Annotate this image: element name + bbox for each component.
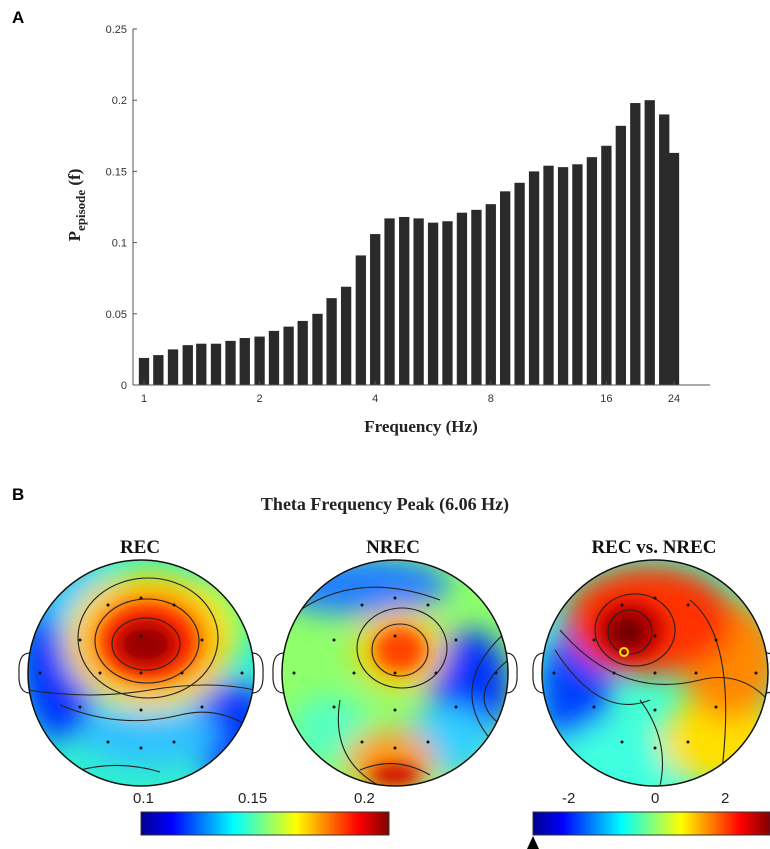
bar-19	[413, 218, 424, 385]
ticks-group: 00.050.10.150.20.251 2 4 8 16 24	[106, 24, 681, 405]
topomap-rec-vs-nrec	[532, 559, 770, 787]
bar-37	[668, 152, 680, 385]
axes-group	[132, 29, 710, 386]
bar-27	[528, 171, 540, 385]
panel-b-label: B	[12, 485, 25, 504]
y-axis-title: Pepisode (f)	[65, 169, 88, 242]
colorbar-tvalue-tick-2: 0	[651, 790, 660, 807]
x-tick-label-3: 8	[488, 393, 494, 405]
bar-28	[543, 165, 554, 385]
bar-8	[254, 336, 265, 385]
left-ear-rec	[18, 652, 31, 694]
topomap-nrec	[272, 559, 518, 787]
y-tick-label-4: 0.2	[112, 95, 127, 107]
map-title-rec: REC	[119, 537, 161, 558]
y-tick-label-5: 0.25	[106, 24, 127, 36]
colorbar-power-tick-1: 0.1	[133, 790, 154, 807]
bar-16	[370, 234, 381, 385]
bar-29	[557, 167, 569, 385]
head-outline-rec-vs-nrec	[541, 559, 769, 787]
bar-22	[456, 212, 468, 385]
bar-12	[312, 313, 323, 385]
x-tick-label-0: 1	[141, 393, 147, 405]
y-tick-label-3: 0.15	[106, 166, 127, 178]
x-tick-label-5: 24	[668, 393, 680, 405]
bar-6	[225, 340, 236, 385]
head-outline-rec	[27, 559, 255, 787]
bar-3	[182, 345, 193, 385]
bar-24	[485, 204, 496, 385]
head-outline-nrec	[281, 559, 509, 787]
y-tick-label-2: 0.1	[112, 238, 127, 250]
bar-4	[196, 343, 207, 385]
bar-5	[210, 343, 222, 385]
electrodes-rec-vs-nrec	[552, 596, 758, 750]
highlighted-electrode-marker	[619, 647, 629, 657]
x-tick-label-4: 16	[600, 393, 612, 405]
bar-17	[384, 218, 395, 385]
y-axis-title-sub: episode	[73, 190, 88, 231]
bar-20	[427, 222, 439, 385]
bar-23	[471, 209, 482, 385]
colorbar-power	[140, 811, 390, 836]
electrodes-rec	[38, 596, 244, 750]
x-tick-label-2: 4	[372, 393, 378, 405]
colorbar-power-tick-3: 0.2	[354, 790, 375, 807]
bar-11	[297, 320, 308, 385]
bar-13	[326, 298, 337, 385]
y-axis-title-tail: (f)	[65, 169, 84, 190]
x-tick-label-1: 2	[257, 393, 263, 405]
colorbar-power-tick-2: 0.15	[238, 790, 268, 807]
y-tick-label-0: 0	[121, 380, 127, 392]
bars-group	[138, 100, 680, 386]
map-title-rec-vs-nrec: REC vs. NREC	[591, 537, 717, 558]
bar-1	[153, 355, 164, 385]
bar-36	[659, 114, 670, 385]
bar-25	[500, 191, 511, 385]
bar-21	[442, 221, 453, 385]
right-ear-nrec	[505, 652, 518, 694]
topomap-rec	[18, 559, 264, 787]
x-axis-title: Frequency (Hz)	[364, 417, 477, 436]
electrodes-nrec	[292, 596, 498, 750]
heatmap-rec	[28, 560, 254, 786]
bar-31	[586, 157, 598, 385]
bar-15	[355, 255, 366, 385]
bar-7	[239, 338, 250, 385]
right-ear-rec	[251, 652, 264, 694]
bar-14	[340, 286, 352, 385]
bar-0	[138, 357, 150, 385]
bar-30	[572, 164, 583, 385]
map-title-nrec: NREC	[366, 537, 420, 558]
y-tick-label-1: 0.05	[106, 309, 127, 321]
colorbar-tvalue-tick-3: 2	[721, 790, 730, 807]
left-ear-nrec	[272, 652, 285, 694]
bar-2	[167, 349, 179, 385]
bar-18	[399, 216, 410, 385]
left-ear-rec-vs-nrec	[532, 652, 545, 694]
heatmap-rec-vs-nrec	[542, 560, 768, 786]
bar-33	[615, 125, 626, 385]
bar-26	[514, 182, 525, 385]
bar-32	[601, 145, 612, 385]
bar-34	[630, 103, 641, 386]
bar-10	[283, 326, 294, 385]
bar-35	[644, 100, 655, 385]
panel-b-title: Theta Frequency Peak (6.06 Hz)	[260, 494, 510, 514]
panel-a-label: A	[12, 8, 25, 27]
y-axis-title-main: P	[65, 231, 84, 241]
colorbar-tvalue-tick-1: -2	[562, 790, 576, 807]
colorbar-tvalue	[532, 811, 770, 836]
bar-9	[268, 330, 280, 385]
colorbar-arrow-icon	[527, 836, 539, 849]
frequency-bar-chart: 00.050.10.150.20.251 2 4 8 16 24 Frequency (H…	[65, 24, 710, 436]
